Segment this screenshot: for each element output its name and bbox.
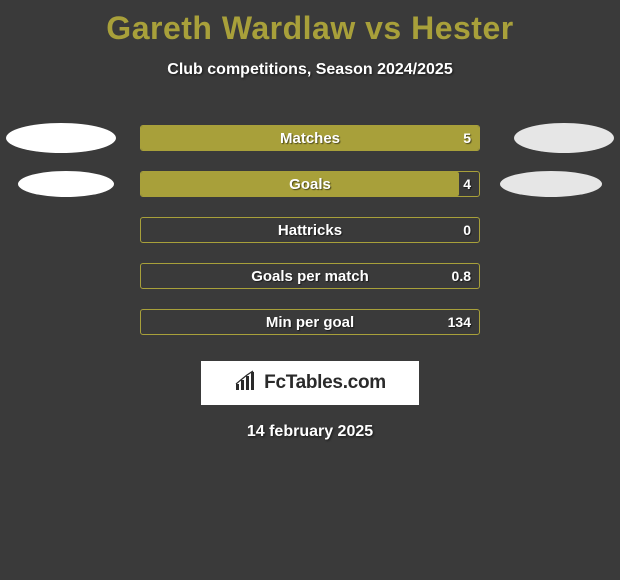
comparison-subtitle: Club competitions, Season 2024/2025 <box>0 61 620 79</box>
logo-inner: FcTables.com <box>234 370 386 397</box>
stat-bar-track: Matches5 <box>140 125 480 151</box>
comparison-date: 14 february 2025 <box>0 423 620 441</box>
bars-icon <box>234 370 260 397</box>
stat-value: 0 <box>463 218 471 242</box>
stat-bar-track: Goals4 <box>140 171 480 197</box>
stat-row: Goals4 <box>0 161 620 207</box>
stat-bar-fill <box>141 126 479 150</box>
player-left-ellipse <box>18 171 114 197</box>
site-logo[interactable]: FcTables.com <box>201 361 419 405</box>
stat-row: Goals per match0.8 <box>0 253 620 299</box>
stat-bar-fill <box>141 172 459 196</box>
stat-value: 5 <box>463 126 471 150</box>
stat-bar-track: Hattricks0 <box>140 217 480 243</box>
comparison-title: Gareth Wardlaw vs Hester <box>0 0 620 47</box>
stat-row: Hattricks0 <box>0 207 620 253</box>
stat-row: Min per goal134 <box>0 299 620 345</box>
player-right-ellipse <box>514 123 614 153</box>
stat-label: Min per goal <box>141 310 479 334</box>
stat-value: 0.8 <box>452 264 471 288</box>
stat-value: 4 <box>463 172 471 196</box>
stat-value: 134 <box>448 310 471 334</box>
stat-label: Hattricks <box>141 218 479 242</box>
player-left-ellipse <box>6 123 116 153</box>
player-right-ellipse <box>500 171 602 197</box>
stat-bar-track: Goals per match0.8 <box>140 263 480 289</box>
stats-block: Matches5Goals4Hattricks0Goals per match0… <box>0 115 620 345</box>
logo-text: FcTables.com <box>264 372 386 394</box>
stat-label: Goals per match <box>141 264 479 288</box>
stat-bar-track: Min per goal134 <box>140 309 480 335</box>
stat-row: Matches5 <box>0 115 620 161</box>
